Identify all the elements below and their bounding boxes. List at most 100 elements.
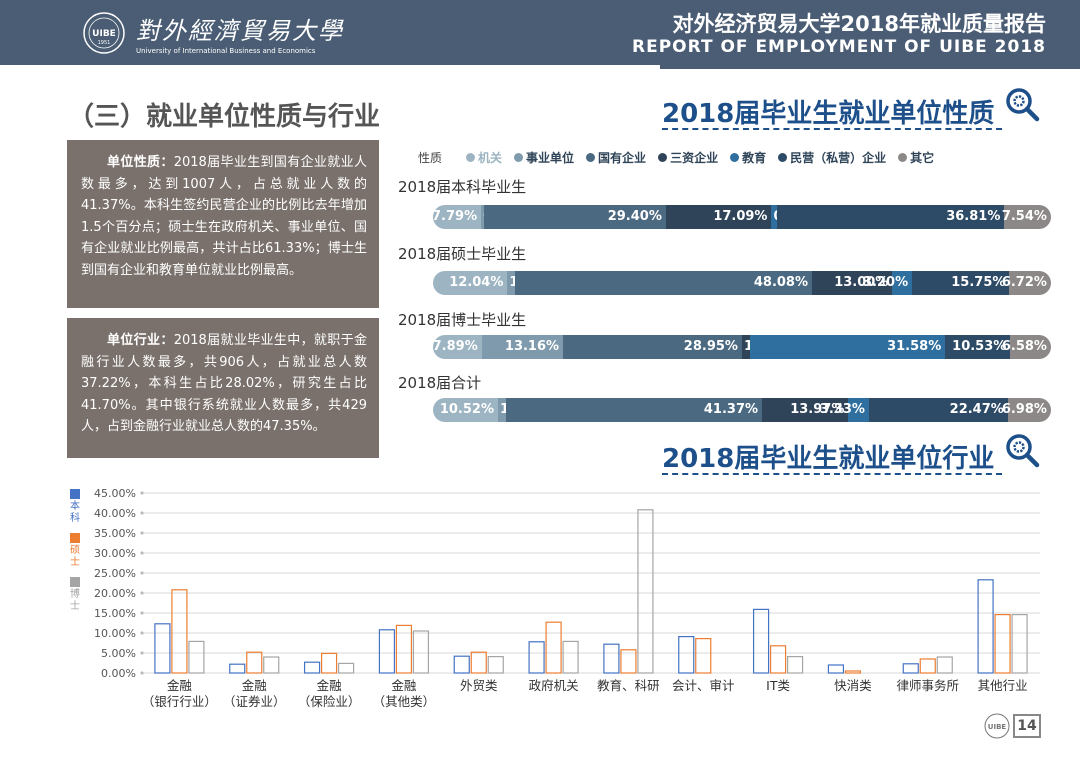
box-label: 单位性质： bbox=[107, 155, 174, 170]
stacked-bar: 7.79%0.50%29.40%17.09%0.88%36.81%7.54% bbox=[433, 205, 1051, 229]
segment-value-label: 29.40% bbox=[607, 209, 662, 224]
y-tick-label: 10.00% bbox=[94, 627, 136, 640]
industry-bar bbox=[902, 663, 919, 674]
legend-label: 机关 bbox=[478, 151, 503, 165]
industry-bar bbox=[188, 640, 205, 674]
industry-bar bbox=[752, 608, 770, 674]
magnifier-gear-icon bbox=[1006, 434, 1040, 468]
stacked-bar-segment: 48.08% bbox=[514, 271, 813, 295]
x-category-label: 金融 bbox=[167, 678, 193, 693]
axis-tick-dot bbox=[140, 591, 144, 595]
industry-bar bbox=[229, 663, 246, 674]
industry-bar bbox=[637, 509, 654, 674]
y-tick-label: 30.00% bbox=[94, 547, 136, 560]
legend-swatch bbox=[730, 153, 740, 162]
x-category-label: （其他类） bbox=[373, 694, 436, 709]
stacked-row-label: 2018届硕士毕业生 bbox=[398, 245, 527, 263]
y-tick-label: 15.00% bbox=[94, 607, 136, 620]
legend-label: 其它 bbox=[910, 151, 935, 165]
legend-item: 教育 bbox=[730, 149, 766, 166]
segment-value-label: 13.16% bbox=[504, 339, 560, 354]
stacked-bar-segment: 1.32% bbox=[741, 335, 789, 359]
industry-bar bbox=[977, 579, 994, 674]
box-text: 2018届毕业生到国有企业就业人数最多，达到1007人，占总就业人数的41.37… bbox=[81, 155, 367, 278]
industry-bar bbox=[470, 651, 487, 674]
x-category-label: 金融 bbox=[242, 678, 268, 693]
segment-value-label: 7.79% bbox=[433, 209, 478, 224]
x-category-label: 其他行业 bbox=[978, 678, 1028, 693]
industry-bar bbox=[378, 629, 396, 674]
industry-bar bbox=[412, 630, 430, 674]
stacked-bar-segment: 7.79% bbox=[433, 205, 482, 229]
university-seal-icon: UIBE 1951 bbox=[83, 11, 125, 54]
industry-bar bbox=[320, 652, 338, 674]
box-label: 单位行业： bbox=[107, 333, 174, 348]
industry-bar bbox=[263, 656, 280, 674]
y-tick-label: 5.00% bbox=[101, 647, 136, 660]
axis-tick-dot bbox=[140, 671, 144, 675]
stacked-bar-segment: 6.72% bbox=[1002, 271, 1051, 295]
series-swatch bbox=[70, 577, 80, 587]
heading-unit-nature: 2018届毕业生就业单位性质 bbox=[662, 99, 995, 129]
segment-value-label: 41.37% bbox=[703, 402, 759, 417]
series-name: 本科 bbox=[70, 501, 80, 524]
box-text: 2018届就业毕业生中，就职于金融行业人数最多，共906人，占就业总人数37.2… bbox=[81, 333, 367, 434]
industry-bar bbox=[528, 641, 545, 674]
industry-bar bbox=[827, 664, 845, 674]
stacked-bar-segment: 3.33% bbox=[820, 398, 869, 422]
industry-bar bbox=[337, 662, 355, 674]
legend-item: 国有企业 bbox=[586, 149, 646, 166]
stacked-bar-segment: 31.58% bbox=[750, 335, 946, 359]
industry-bar bbox=[769, 645, 787, 674]
industry-bar bbox=[171, 589, 188, 674]
legend-item: 三资企业 bbox=[658, 149, 718, 166]
stacked-bar-segment: 6.58% bbox=[1002, 335, 1051, 359]
stacked-bar-segment: 13.00% bbox=[812, 271, 893, 295]
legend-item: 其它 bbox=[898, 149, 934, 166]
legend-label: 民营（私营）企业 bbox=[790, 151, 887, 165]
stacked-bar-segment: 22.47% bbox=[868, 398, 1008, 422]
y-tick-label: 0.00% bbox=[101, 667, 136, 680]
industry-bar bbox=[695, 638, 712, 674]
stacked-bar-segment: 15.75% bbox=[912, 271, 1010, 295]
axis-tick-dot bbox=[140, 491, 144, 495]
axis-tick-dot bbox=[140, 611, 144, 615]
footer-seal-icon: UIBE bbox=[984, 713, 1010, 739]
industry-bar bbox=[1011, 614, 1028, 674]
axis-tick-dot bbox=[140, 651, 144, 655]
industry-bar bbox=[603, 643, 620, 674]
stacked-bar-segment: 10.52% bbox=[433, 398, 498, 422]
series-name: 硕士 bbox=[70, 545, 80, 568]
magnifier-gear-icon bbox=[1006, 88, 1040, 122]
stacked-bar-segment: 1.36% bbox=[498, 398, 545, 422]
x-category-label: 政府机关 bbox=[529, 678, 579, 693]
stacked-bar-segment: 29.40% bbox=[484, 205, 666, 229]
heading-unit-industry: 2018届毕业生就业单位行业 bbox=[662, 444, 995, 474]
x-category-label: 外贸类 bbox=[460, 678, 498, 693]
segment-value-label: 3.20% bbox=[863, 275, 909, 290]
stacked-bar-segment: 12.04% bbox=[433, 271, 508, 295]
legend-label: 国有企业 bbox=[598, 151, 647, 165]
legend-swatch bbox=[778, 153, 788, 162]
industry-bar bbox=[303, 661, 321, 674]
segment-value-label: 13.97% bbox=[790, 402, 845, 417]
industry-chart-legend: 本科 硕士 博士 bbox=[68, 489, 82, 621]
stacked-bar-segment: 7.54% bbox=[1002, 205, 1051, 229]
legend-swatch bbox=[898, 153, 908, 162]
x-category-label: 快消类 bbox=[834, 678, 872, 693]
footer-seal-text: UIBE bbox=[988, 723, 1007, 731]
series-swatch bbox=[70, 533, 80, 543]
x-category-label: （保险业） bbox=[298, 694, 361, 709]
segment-value-label: 3.33% bbox=[819, 402, 865, 417]
segment-value-label: 6.98% bbox=[1001, 402, 1047, 417]
logo-chinese-name: 對外經濟貿易大學 bbox=[136, 16, 344, 45]
y-tick-label: 20.00% bbox=[94, 587, 136, 600]
x-category-label: 律师事务所 bbox=[896, 678, 959, 693]
axis-tick-dot bbox=[140, 531, 144, 535]
stacked-bar: 10.52% 1.36% 41.37% 13.97%3.33% 22.47%6.98% bbox=[433, 398, 1051, 422]
logo-english-name: University of International Business and… bbox=[136, 46, 316, 55]
industry-bar bbox=[678, 636, 695, 674]
stacked-bar-segment: 7.89% bbox=[433, 335, 482, 359]
segment-value-label: 7.89% bbox=[433, 339, 478, 354]
y-tick-label: 25.00% bbox=[94, 567, 136, 580]
